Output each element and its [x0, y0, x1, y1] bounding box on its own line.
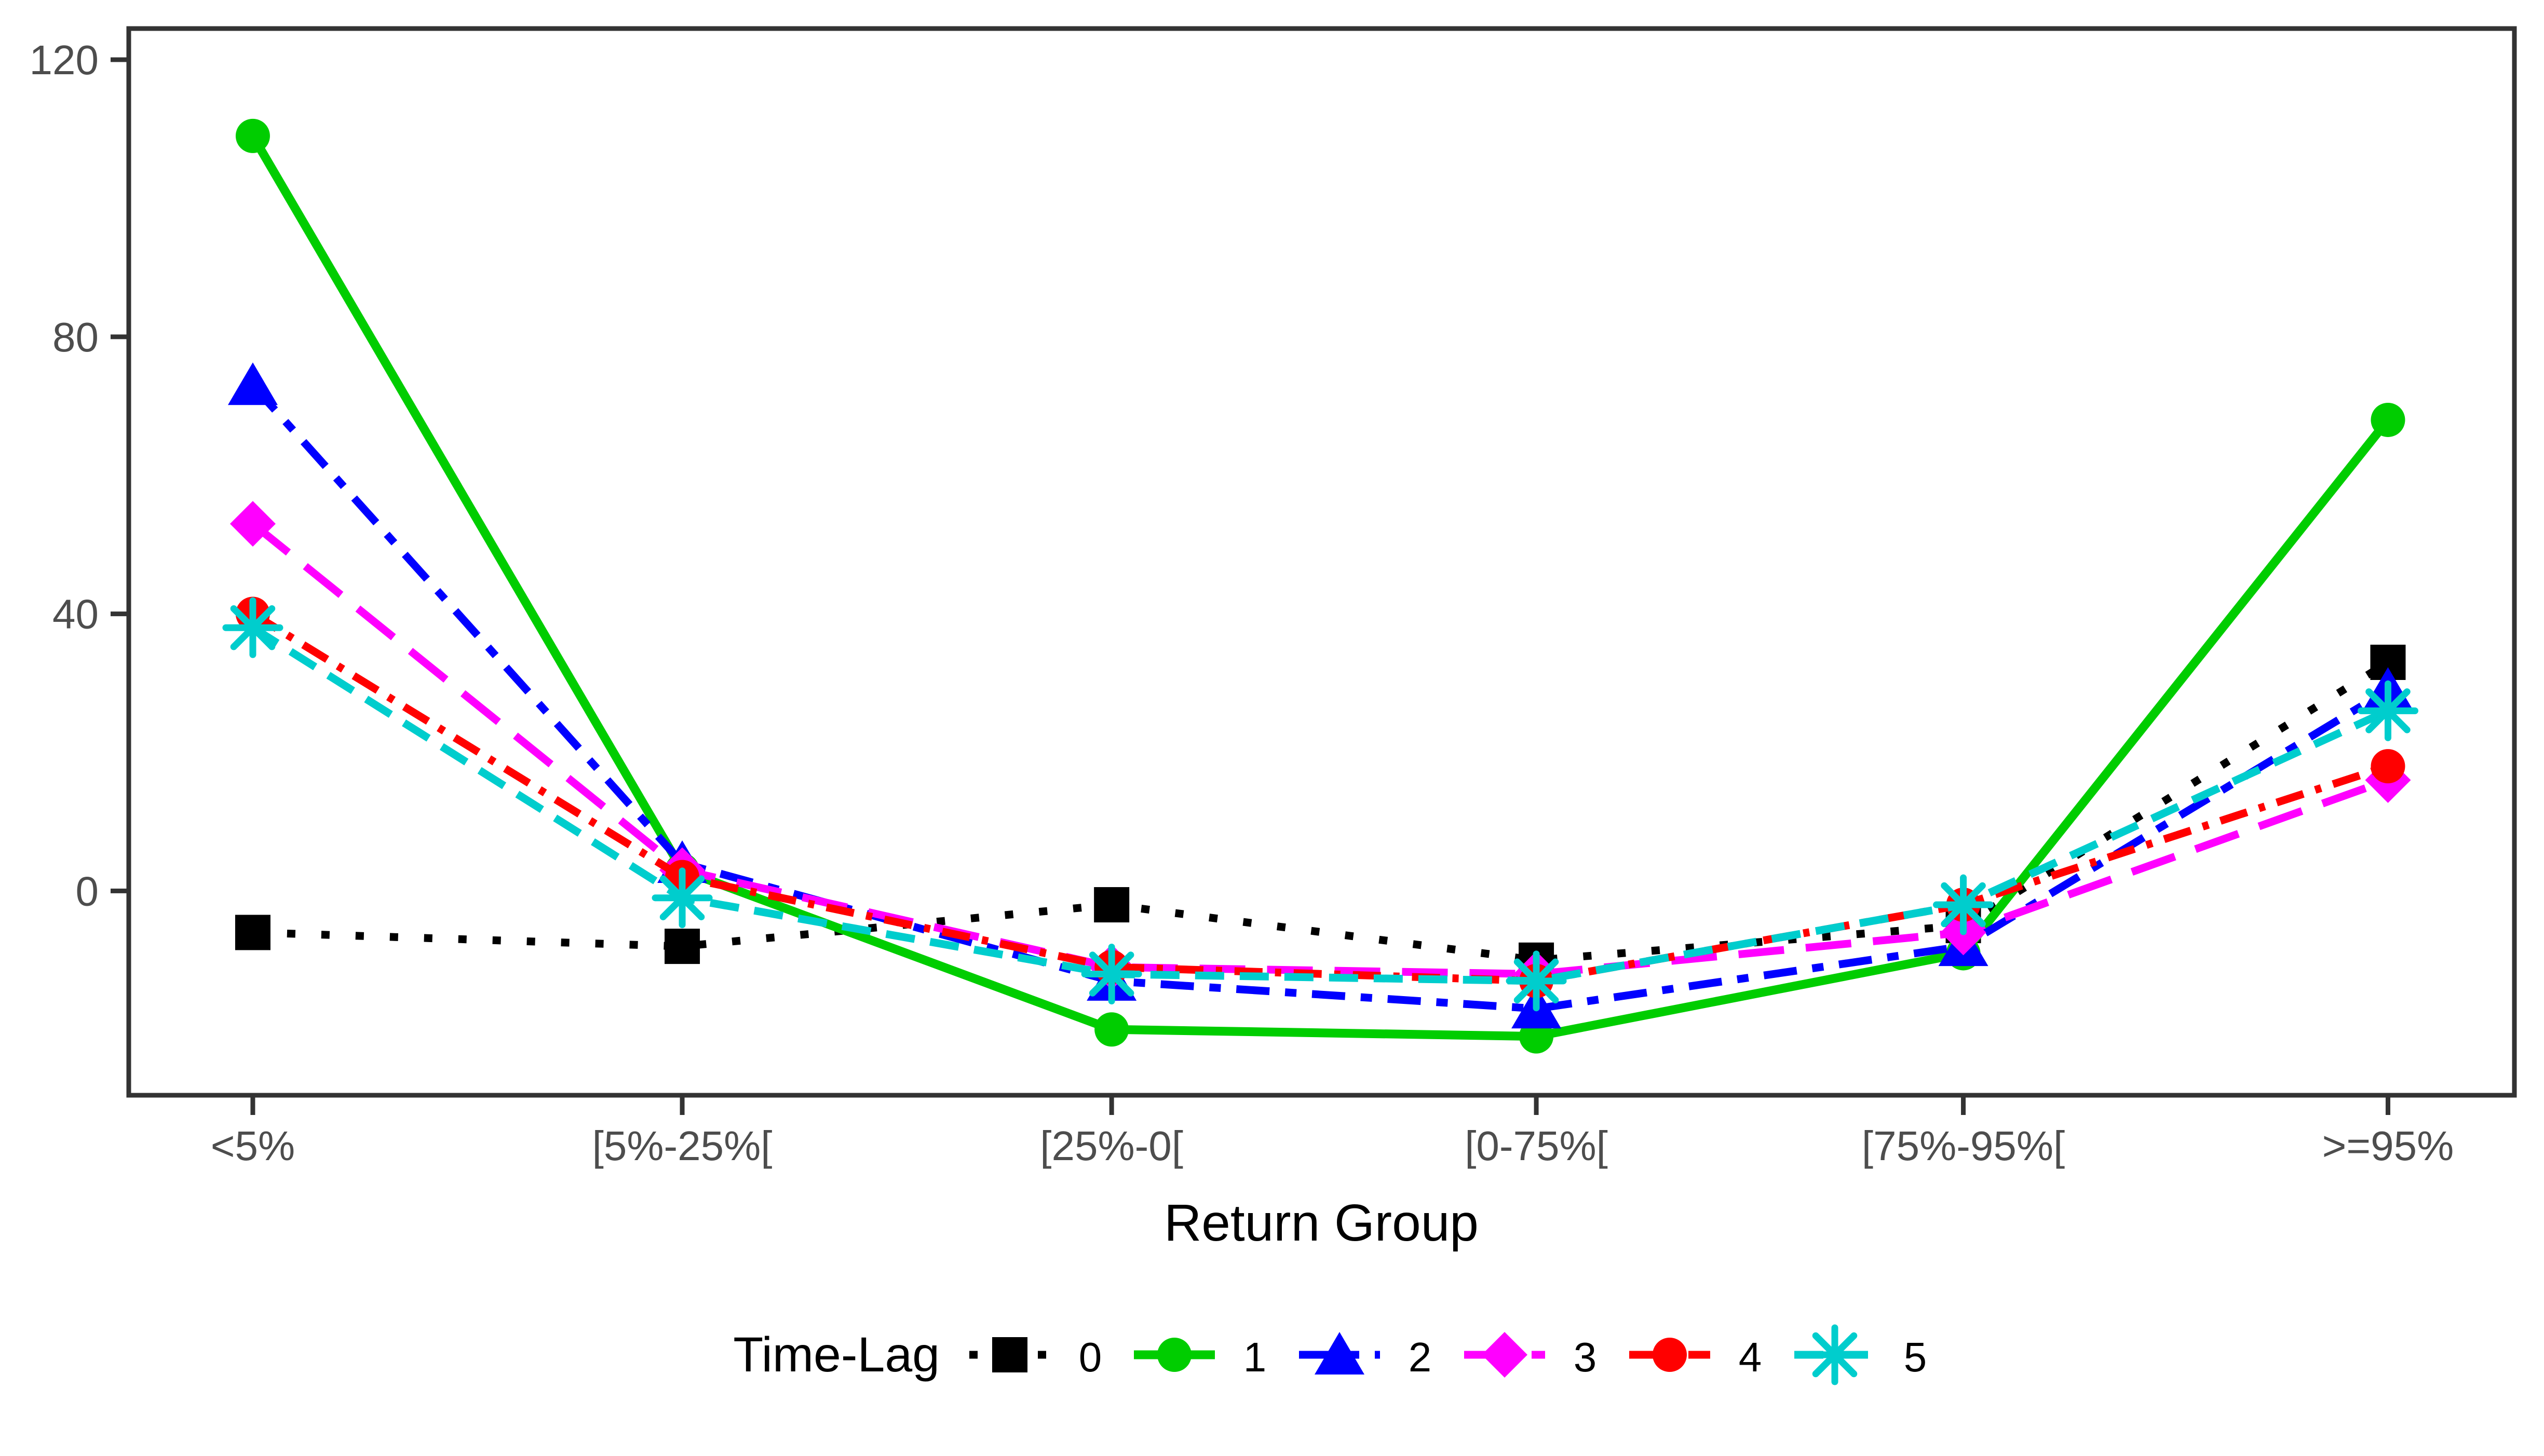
plot-panel-border	[126, 26, 2517, 1098]
circle-marker	[2371, 749, 2405, 784]
square-marker	[992, 1337, 1027, 1372]
legend-keys: 0 1 2 3 4 5	[969, 1324, 1927, 1385]
legend-item-label: 5	[1904, 1334, 1927, 1380]
diamond-marker	[229, 501, 276, 547]
x-tick-label: >=95%	[2322, 1123, 2454, 1169]
series-line-3	[250, 521, 2389, 978]
marker-shape	[227, 362, 278, 405]
legend-item-label: 3	[1574, 1334, 1597, 1380]
marker-shape	[1941, 882, 1986, 928]
y-tick-label: 80	[52, 314, 99, 360]
square-marker	[1094, 887, 1130, 923]
legend-item-1: 1	[1134, 1334, 1266, 1380]
series-line-5	[250, 624, 2390, 985]
diamond-marker	[1482, 1332, 1527, 1378]
marker-shape	[2371, 749, 2405, 784]
series-line-1	[249, 133, 2392, 1041]
legend-item-label: 2	[1409, 1334, 1432, 1380]
asterisk-marker	[652, 867, 713, 929]
asterisk-marker	[2357, 680, 2418, 741]
asterisk-marker	[222, 597, 283, 658]
x-axis: <5% [5%-25%[ [25%-0[ [0-75%[ [75%-95%[ >=95%	[211, 1095, 2454, 1169]
marker-shape	[992, 1337, 1027, 1372]
circle-marker	[1157, 1338, 1192, 1372]
legend-item-label: 4	[1739, 1334, 1762, 1380]
marker-shape	[1482, 1332, 1527, 1378]
legend-item-label: 1	[1243, 1334, 1267, 1380]
legend-item-5: 5	[1794, 1324, 1927, 1385]
marker-shape	[1513, 958, 1559, 1004]
marker-shape	[235, 915, 270, 950]
series-line-2	[250, 383, 2390, 1013]
asterisk-marker	[1933, 874, 1994, 935]
asterisk-marker	[1804, 1324, 1865, 1385]
marker-shape	[2365, 688, 2411, 733]
x-axis-title: Return Group	[1164, 1194, 1479, 1252]
marker-shape	[1315, 1332, 1364, 1375]
y-tick-label: 120	[30, 37, 99, 83]
marker-shape	[229, 501, 276, 547]
marker-shape	[665, 929, 700, 964]
circle-marker	[1653, 1338, 1687, 1372]
legend: Time-Lag 0 1 2 3 4 5	[733, 1324, 1927, 1385]
square-marker	[235, 915, 270, 950]
marker-shape	[1812, 1332, 1858, 1378]
x-tick-label: [25%-0[	[1040, 1123, 1183, 1169]
asterisk-marker	[1081, 943, 1142, 1004]
legend-title: Time-Lag	[733, 1327, 940, 1382]
marker-shape	[1157, 1338, 1192, 1372]
legend-item-label: 0	[1079, 1334, 1102, 1380]
x-tick-label: [75%-95%[	[1862, 1123, 2065, 1169]
marker-shape	[1094, 1012, 1129, 1047]
marker-shape	[235, 118, 270, 153]
y-tick-label: 0	[76, 868, 99, 914]
triangle-marker	[1315, 1332, 1364, 1375]
series-line-4	[251, 610, 2389, 985]
legend-item-3: 3	[1464, 1332, 1596, 1380]
x-tick-label: <5%	[211, 1123, 295, 1169]
marker-shape	[1653, 1338, 1687, 1372]
circle-marker	[235, 118, 270, 153]
marker-shape	[230, 605, 276, 650]
y-tick-label: 40	[52, 591, 99, 637]
asterisk-marker	[1506, 950, 1567, 1012]
x-tick-label: [5%-25%[	[592, 1123, 773, 1169]
plot-panel	[126, 26, 2517, 1098]
triangle-marker	[227, 362, 278, 405]
marker-shape	[1094, 887, 1130, 923]
circle-marker	[1094, 1012, 1129, 1047]
x-tick-label: [0-75%[	[1465, 1123, 1608, 1169]
circle-marker	[2371, 402, 2405, 437]
marker-shape	[2371, 402, 2405, 437]
legend-item-4: 4	[1629, 1334, 1762, 1380]
marker-shape	[1089, 951, 1134, 997]
y-axis: 0 40 80 120	[30, 37, 129, 914]
legend-item-0: 0	[969, 1334, 1102, 1380]
legend-item-2: 2	[1299, 1332, 1431, 1380]
square-marker	[665, 929, 700, 964]
data-series	[222, 118, 2418, 1054]
marker-shape	[659, 875, 705, 920]
